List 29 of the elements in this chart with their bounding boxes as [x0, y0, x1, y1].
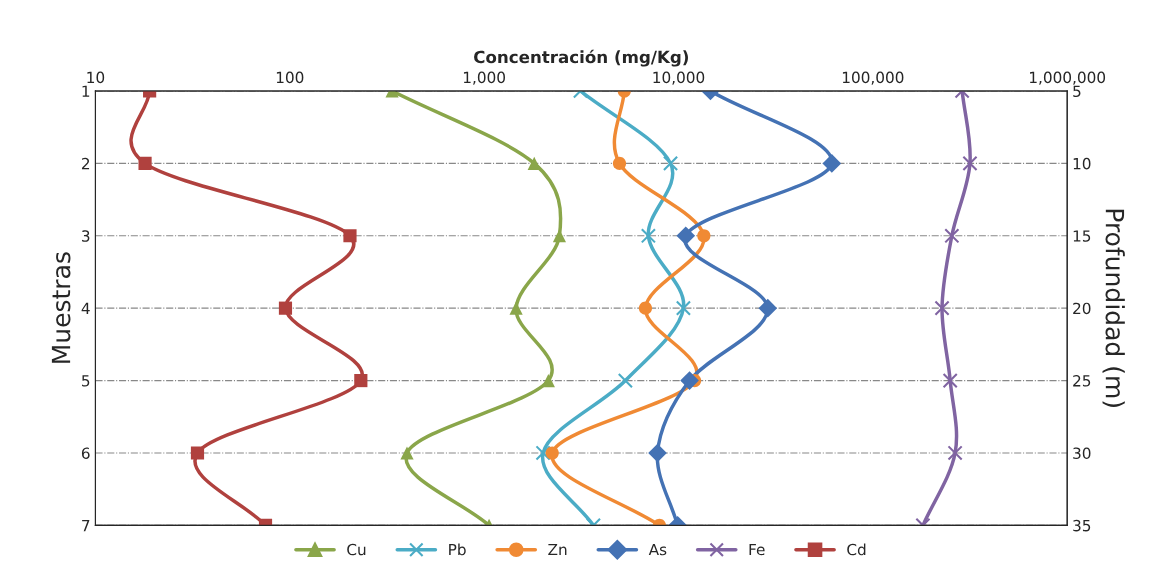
y-tick-label: 3 — [82, 230, 90, 242]
y-tick-label: 4 — [81, 302, 90, 314]
y2-tick-label: 35 — [1073, 519, 1091, 532]
y2-tick-label: 10 — [1073, 157, 1091, 170]
y2-axis-title: Profundidad (m) — [1102, 209, 1125, 407]
y2-tick-label: 30 — [1073, 447, 1091, 459]
y2-tick-label: 20 — [1073, 302, 1091, 315]
legend-label: Cu — [347, 543, 366, 556]
y-tick-label: 1 — [82, 85, 90, 97]
x-tick-label: 100,000 — [842, 71, 904, 85]
legend-label: Pb — [449, 543, 466, 556]
legend-label: Cd — [847, 543, 866, 556]
y-tick-label: 5 — [82, 375, 90, 387]
y2-tick-label: 25 — [1073, 375, 1091, 387]
y-axis-title: Muestras — [51, 252, 71, 363]
legend-label: As — [648, 543, 667, 556]
x-tick-label: 1,000 — [463, 71, 505, 85]
legend-label: Zn — [548, 543, 567, 556]
y-tick-label: 2 — [81, 157, 90, 170]
y-tick-label: 6 — [81, 447, 90, 459]
x-axis-title: Concentración (mg/Kg) — [474, 49, 688, 67]
x-tick-label: 10 — [87, 71, 105, 84]
x-tick-label: 10,000 — [653, 71, 705, 85]
x-tick-label: 1,000,000 — [1030, 71, 1106, 85]
legend-label: Fe — [749, 543, 765, 556]
y2-tick-label: 15 — [1073, 230, 1091, 242]
x-tick-label: 100 — [276, 71, 304, 84]
y2-tick-label: 5 — [1073, 85, 1081, 98]
y-tick-label: 7 — [82, 520, 90, 532]
